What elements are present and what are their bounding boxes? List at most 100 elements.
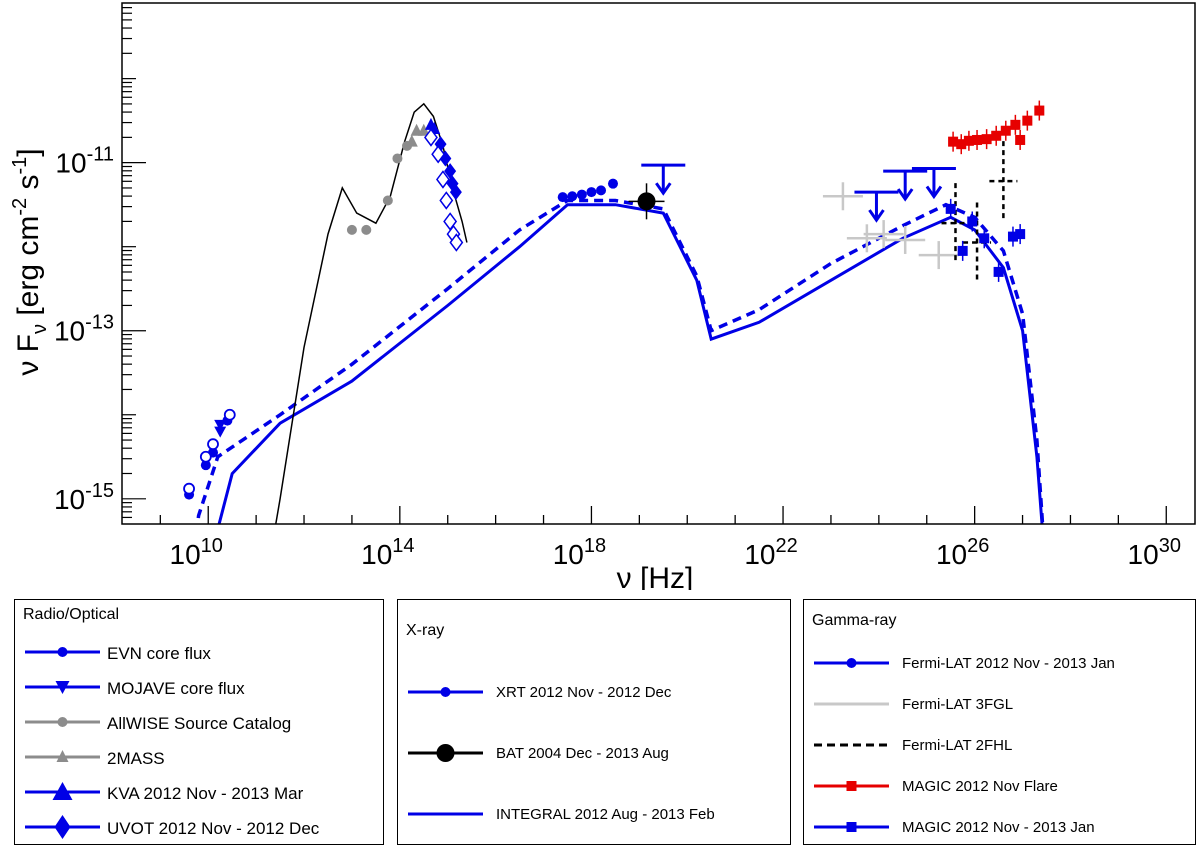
legend-label: MAGIC 2012 Nov - 2013 Jan bbox=[902, 819, 1095, 836]
x-tick-label: 1010 bbox=[170, 535, 223, 570]
legend-entry: EVN core flux bbox=[15, 638, 383, 668]
legend-entry: Fermi-LAT 2FHL bbox=[804, 731, 1195, 761]
legend-entry: Fermi-LAT 3FGL bbox=[804, 690, 1195, 720]
data-point bbox=[981, 134, 992, 145]
legend-swatch bbox=[814, 822, 889, 832]
model-curve bbox=[195, 198, 1045, 524]
data-point bbox=[449, 233, 464, 252]
axes: 1010 1014 1018 1022 1026 1030 10-11 10-13 10-15 bbox=[54, 2, 1196, 570]
series-bat-2004-dec-2013-aug bbox=[628, 183, 665, 220]
x-tick-label: 1022 bbox=[744, 535, 797, 570]
data-point bbox=[948, 136, 959, 147]
legend-label: Fermi-LAT 2FHL bbox=[902, 737, 1013, 754]
y-tick-label: 10-11 bbox=[55, 144, 114, 179]
data-point-arrowhead bbox=[868, 209, 885, 223]
legend-gamma-ray: Gamma-ray Fermi-LAT 2012 Nov - 2013 Jan F… bbox=[803, 599, 1196, 845]
legend-marker bbox=[56, 750, 69, 762]
legend-entry: Fermi-LAT 2012 Nov - 2013 Jan bbox=[804, 649, 1195, 679]
data-point bbox=[392, 153, 403, 164]
legend-swatch bbox=[408, 744, 483, 762]
x-tick-label: 1026 bbox=[936, 535, 989, 570]
data-point bbox=[637, 192, 656, 211]
data-point bbox=[214, 419, 227, 431]
series-uvot-2012-nov-2012-dec-open- bbox=[424, 128, 464, 252]
series-magic-2012-nov-2013-jan bbox=[945, 198, 1026, 282]
data-point bbox=[596, 185, 607, 196]
legend-label: EVN core flux bbox=[107, 644, 211, 663]
data-point bbox=[1034, 105, 1045, 116]
data-point bbox=[444, 163, 457, 180]
series-2mass bbox=[405, 123, 430, 147]
data-point bbox=[991, 130, 1002, 141]
legend-marker bbox=[846, 781, 857, 791]
legend-label: Fermi-LAT 3FGL bbox=[902, 696, 1014, 713]
data-point bbox=[424, 128, 438, 147]
legend-entry: XRT 2012 Nov - 2012 Dec bbox=[398, 678, 790, 708]
data-point bbox=[361, 224, 372, 235]
data-point bbox=[431, 145, 446, 164]
legend-swatch bbox=[408, 687, 483, 697]
legend-label: Fermi-LAT 2012 Nov - 2013 Jan bbox=[902, 655, 1115, 672]
legend-xray: X-ray XRT 2012 Nov - 2012 Dec BAT 2004 De… bbox=[397, 599, 791, 845]
series-fermi-lat-2fhl bbox=[941, 141, 1018, 283]
legend-label: AllWISE Source Catalog bbox=[107, 714, 292, 733]
legend-entry: AllWISE Source Catalog bbox=[15, 708, 383, 738]
legend-label: MOJAVE core flux bbox=[107, 679, 245, 698]
legend-swatch bbox=[25, 750, 100, 762]
data-point bbox=[945, 203, 956, 214]
legend-entry: KVA 2012 Nov - 2013 Mar bbox=[15, 778, 383, 808]
data-point bbox=[207, 438, 219, 451]
legend-swatch bbox=[814, 781, 889, 791]
legend-entry: 2MASS bbox=[15, 743, 383, 773]
legend-marker bbox=[57, 647, 68, 657]
data-point bbox=[567, 191, 578, 202]
legend-marker bbox=[436, 744, 455, 762]
legend-swatch bbox=[25, 681, 100, 694]
series-evn-core-flux-open- bbox=[183, 408, 236, 495]
data-point bbox=[382, 195, 393, 206]
data-point bbox=[972, 134, 983, 145]
data-point bbox=[439, 191, 454, 210]
legend-marker bbox=[52, 782, 73, 800]
legend-swatch bbox=[25, 782, 100, 800]
data-point bbox=[405, 134, 418, 147]
data-point bbox=[1022, 115, 1033, 126]
legend-title: Radio/Optical bbox=[23, 606, 120, 623]
data-point bbox=[586, 187, 597, 198]
legend-swatch bbox=[814, 702, 889, 706]
data-point bbox=[957, 245, 968, 256]
legend-entry: MOJAVE core flux bbox=[15, 673, 383, 703]
plot-area bbox=[183, 100, 1045, 524]
data-point bbox=[346, 224, 357, 235]
legend-marker bbox=[846, 658, 857, 668]
series-magic-2012-nov-flare bbox=[948, 100, 1045, 155]
x-tick-label: 1018 bbox=[553, 535, 606, 570]
sed-chart: 1010 1014 1018 1022 1026 103010-1110-1310-15 … bbox=[9, 2, 1196, 590]
legend-label: KVA 2012 Nov - 2013 Mar bbox=[107, 784, 304, 803]
legend-swatch bbox=[25, 647, 100, 657]
legend-label: 2MASS bbox=[107, 749, 165, 768]
data-point bbox=[1015, 134, 1026, 145]
series-mojave-core-flux bbox=[214, 419, 227, 438]
legend-entry: MAGIC 2012 Nov Flare bbox=[804, 772, 1195, 802]
data-point bbox=[1015, 229, 1026, 240]
data-point bbox=[223, 408, 236, 421]
plot-frame bbox=[121, 2, 1196, 525]
data-point bbox=[417, 123, 430, 136]
data-point bbox=[449, 184, 462, 201]
data-point-arrowhead bbox=[655, 182, 672, 196]
y-tick-label: 10-15 bbox=[54, 480, 114, 515]
legend-swatch bbox=[25, 717, 100, 727]
data-point bbox=[436, 170, 450, 189]
legend-marker bbox=[55, 681, 70, 694]
legend-title: X-ray bbox=[406, 622, 445, 639]
x-tick-label: 1030 bbox=[1128, 535, 1181, 570]
legend-entry: UVOT 2012 Nov - 2012 Dec bbox=[15, 813, 383, 843]
legend-entry: INTEGRAL 2012 Aug - 2013 Feb bbox=[398, 800, 790, 830]
svg-text:ν Fν [erg cm-2 s-1]: ν Fν [erg cm-2 s-1] bbox=[9, 148, 51, 375]
series-fermi-lat-2012-nov-2013-jan bbox=[641, 163, 956, 223]
legend-label: BAT 2004 Dec - 2013 Aug bbox=[496, 745, 669, 762]
data-point bbox=[956, 139, 967, 150]
data-point bbox=[1000, 125, 1011, 136]
data-point bbox=[183, 482, 195, 495]
